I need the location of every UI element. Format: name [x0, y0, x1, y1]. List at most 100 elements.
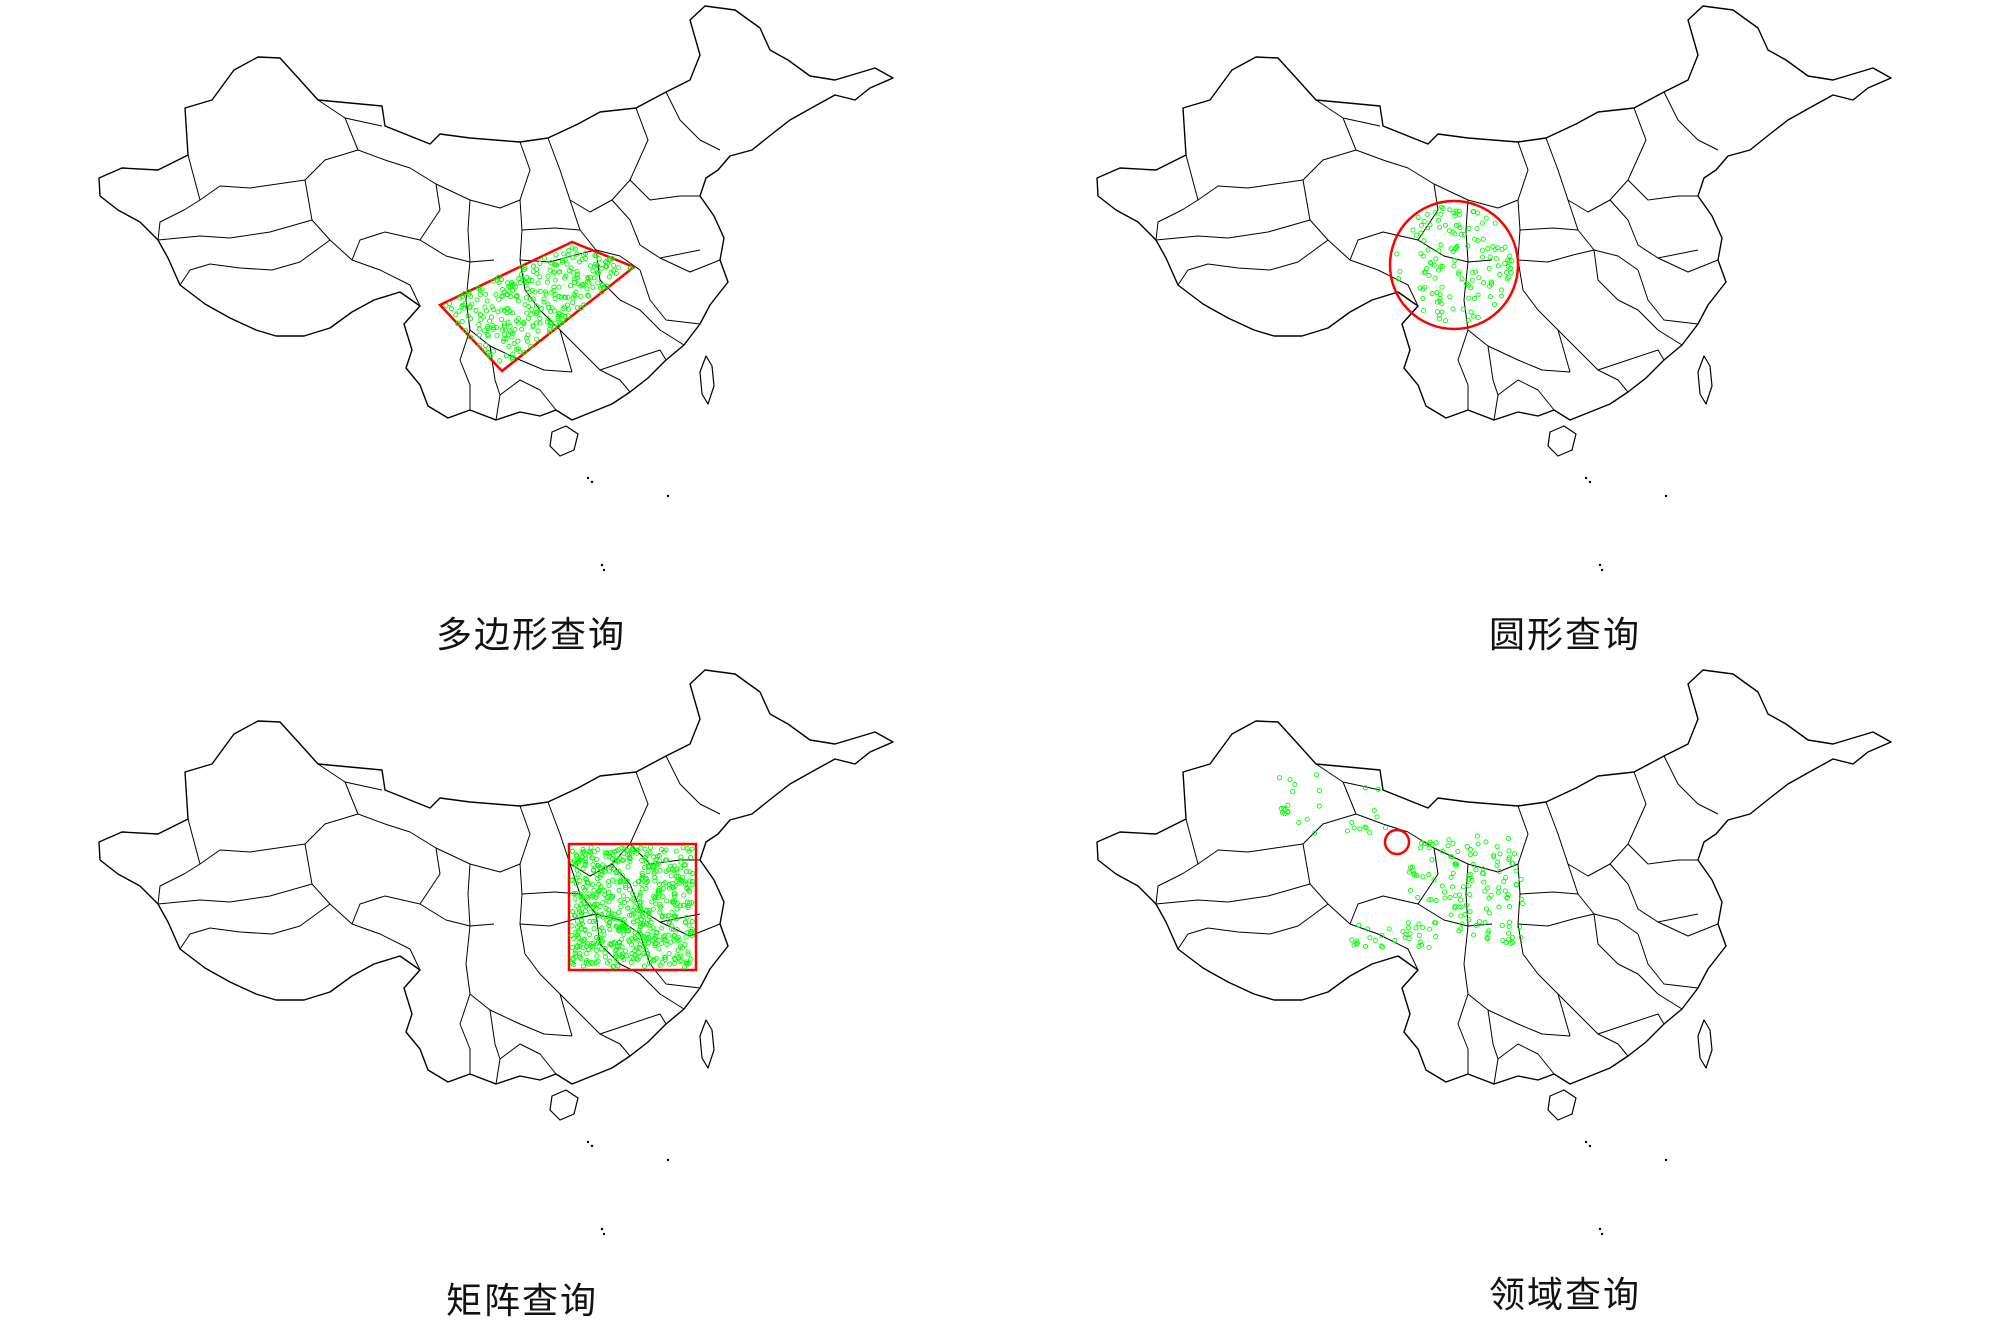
result-point	[497, 358, 503, 364]
result-point	[639, 886, 645, 892]
result-point	[544, 279, 550, 285]
result-point	[606, 868, 613, 874]
result-point	[601, 932, 607, 938]
result-point	[1415, 894, 1421, 900]
result-point	[569, 923, 575, 929]
result-point	[1452, 893, 1459, 899]
result-point	[1458, 231, 1464, 237]
result-point	[1443, 318, 1449, 324]
result-point	[1501, 879, 1507, 885]
result-point	[584, 286, 590, 292]
result-point	[1485, 245, 1491, 251]
result-point	[610, 852, 616, 858]
result-point	[474, 297, 480, 303]
panel-polygon-query: 多边形查询	[0, 0, 998, 664]
result-point	[599, 869, 605, 875]
result-point	[1452, 213, 1458, 219]
result-point	[473, 307, 479, 313]
result-point	[574, 918, 580, 924]
result-point	[683, 934, 689, 940]
result-point	[1483, 215, 1489, 221]
result-point	[590, 268, 596, 274]
result-point	[622, 882, 629, 889]
result-point	[1426, 273, 1432, 279]
result-point	[570, 909, 576, 915]
result-point	[575, 929, 581, 935]
province-boundary	[639, 269, 701, 325]
result-point	[638, 845, 644, 851]
result-point	[672, 883, 678, 889]
result-point	[1351, 825, 1357, 831]
result-point	[1458, 913, 1464, 919]
result-points-polygon	[443, 245, 634, 364]
province-boundary	[1597, 1013, 1665, 1035]
province-boundary	[489, 345, 501, 396]
result-point	[501, 336, 507, 342]
result-point	[580, 963, 587, 969]
result-point	[525, 332, 531, 338]
result-point	[1446, 837, 1452, 843]
result-point	[685, 951, 691, 957]
island-dot	[1588, 1144, 1592, 1148]
result-point	[1453, 861, 1459, 867]
result-point	[1437, 224, 1443, 230]
result-point	[1438, 211, 1444, 217]
province-boundary	[489, 1009, 501, 1060]
result-point	[1435, 267, 1442, 273]
result-point	[521, 266, 527, 272]
result-point	[1480, 254, 1486, 260]
province-boundary	[1185, 781, 1357, 865]
result-point	[624, 847, 630, 853]
result-point	[567, 283, 574, 289]
province-boundary	[419, 183, 441, 241]
result-point	[1386, 926, 1392, 932]
result-point	[1433, 920, 1439, 926]
result-point	[584, 944, 590, 950]
result-point	[578, 956, 584, 962]
result-point	[644, 908, 650, 914]
result-point	[457, 295, 463, 301]
result-point	[577, 943, 583, 949]
island-dot	[1664, 1158, 1668, 1162]
result-point	[637, 942, 643, 948]
result-point	[1439, 284, 1445, 290]
hainan-island	[549, 1089, 579, 1121]
result-point	[683, 869, 689, 875]
result-point	[1424, 211, 1430, 217]
result-point	[468, 334, 474, 340]
province-boundary	[1302, 843, 1419, 971]
result-point	[1437, 296, 1443, 302]
result-point	[578, 894, 584, 900]
result-point	[593, 906, 599, 912]
result-point	[551, 269, 557, 275]
result-point	[1428, 897, 1434, 903]
result-point	[466, 289, 472, 295]
result-point	[662, 913, 668, 919]
caption-neighborhood-query: 领域查询	[1489, 1275, 1642, 1316]
result-point	[1414, 872, 1420, 878]
result-point	[550, 270, 556, 276]
result-point	[530, 324, 536, 330]
result-point	[1353, 941, 1359, 947]
province-boundary	[1637, 933, 1699, 989]
result-point	[1362, 824, 1368, 830]
result-point	[632, 930, 638, 936]
result-point	[490, 348, 497, 354]
province-boundary	[1177, 903, 1329, 950]
result-point	[509, 334, 515, 340]
result-point	[1504, 270, 1510, 276]
result-point	[581, 302, 587, 308]
result-point	[1506, 848, 1512, 854]
result-point	[619, 954, 625, 960]
china-map-neighborhood	[1096, 669, 1892, 1236]
result-point	[587, 275, 594, 281]
result-point	[1410, 227, 1416, 233]
result-point	[462, 301, 468, 307]
result-point	[645, 951, 651, 957]
caption-polygon-query: 多边形查询	[436, 615, 627, 656]
result-point	[1439, 883, 1445, 889]
result-point	[1392, 937, 1398, 943]
result-point	[517, 348, 523, 355]
result-point	[522, 349, 528, 355]
province-boundary	[304, 179, 421, 307]
